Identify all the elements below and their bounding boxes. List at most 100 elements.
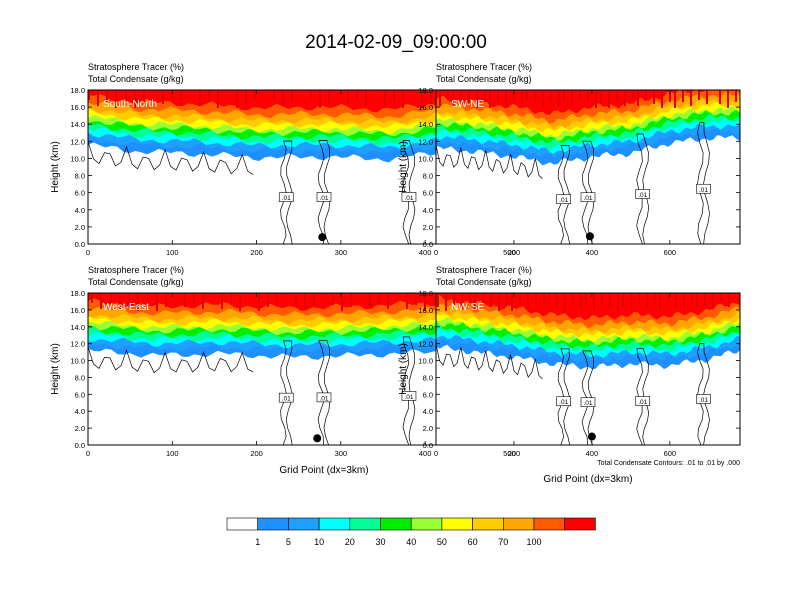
y-tick-label: 6.0 [423, 189, 433, 198]
figure-title: 2014-02-09_09:00:00 [305, 32, 487, 53]
colorbar-label: 100 [526, 537, 541, 547]
condensate-tower [317, 140, 331, 244]
panel-sw-ne: Stratosphere Tracer (%) Total Condensate … [398, 62, 741, 257]
y-tick-label: 4.0 [75, 206, 85, 215]
x-tick-label: 600 [664, 248, 677, 257]
condensate-contour [436, 144, 543, 180]
y-tick-label: 18.0 [70, 86, 85, 95]
tracer-streak [490, 293, 492, 307]
y-tick-label: 8.0 [75, 373, 85, 382]
tracer-streak [453, 293, 455, 305]
tracer-streak [461, 293, 463, 309]
panel-subtitle-condensate: Total Condensate (g/kg) [436, 74, 532, 84]
y-tick-label: 6.0 [423, 390, 433, 399]
tracer-streak [476, 90, 478, 108]
x-tick-label: 400 [419, 449, 432, 458]
tracer-streak [184, 293, 186, 307]
contour-label: .01 [319, 195, 328, 202]
tracer-streak [543, 293, 545, 307]
tracer-streak [402, 90, 404, 108]
location-marker [587, 432, 596, 441]
tracer-streak [437, 293, 439, 307]
contour-label: .01 [319, 395, 328, 402]
x-tick-label: 0 [86, 248, 90, 257]
contour-label-box [401, 391, 417, 401]
tracer-streak [497, 90, 499, 102]
contour-label: .01 [699, 397, 708, 404]
y-axis-label: Height (km) [50, 141, 61, 193]
y-tick-label: 0.0 [75, 240, 85, 249]
x-tick-label: 0 [434, 449, 438, 458]
tracer-streak [556, 293, 558, 307]
condensate-contour [436, 343, 543, 380]
tracer-streak [165, 293, 167, 307]
tracer-streak [550, 90, 552, 102]
tracer-streak [712, 293, 714, 309]
tracer-streak [690, 90, 692, 106]
y-tick-label: 16.0 [418, 306, 433, 315]
tracer-streak [100, 293, 102, 309]
condensate-tower [317, 339, 331, 445]
x-tick-label: 0 [434, 248, 438, 257]
condensate-tower [636, 133, 650, 244]
tracer-streak [720, 293, 722, 303]
colorbar-swatch [318, 517, 351, 531]
y-tick-label: 12.0 [70, 137, 85, 146]
x-tick-label: 600 [664, 449, 677, 458]
tracer-streak [110, 293, 112, 303]
condensate-contour [88, 346, 254, 374]
tracer-streak [601, 293, 603, 303]
tracer-streak [119, 293, 121, 309]
tracer-streak [505, 90, 507, 106]
panel-nw-se: Stratosphere Tracer (%) Total Condensate … [398, 265, 741, 485]
condensate-tower [697, 122, 710, 244]
tracer-streak [106, 90, 108, 102]
plot-frame [435, 89, 741, 245]
tracer-streak [128, 293, 130, 305]
tracer-streak [369, 293, 371, 307]
colorbar-swatch [533, 517, 566, 531]
tracer-streak [254, 90, 256, 100]
contour-label-box [635, 189, 651, 199]
tracer-streak [519, 293, 521, 305]
tracer-streak [548, 293, 550, 303]
panel-label: NW-SE [451, 302, 484, 313]
contour-label: .01 [638, 399, 647, 406]
contour-label: .01 [282, 195, 291, 202]
tracer-streak [506, 293, 508, 305]
tracer-streak [424, 293, 426, 311]
tracer-streak [134, 90, 136, 108]
tracer-streak [347, 90, 349, 104]
tracer-streak [535, 293, 537, 303]
condensate-tower [636, 348, 650, 445]
colorbar: 1 5 10 20 30 40 50 60 70 100 [226, 517, 596, 547]
tracer-streak [630, 293, 632, 311]
contour-label: .01 [559, 399, 568, 406]
y-tick-label: 2.0 [423, 424, 433, 433]
tracer-streak [267, 293, 269, 307]
colorbar-swatch [441, 517, 473, 531]
y-tick-label: 10.0 [70, 357, 85, 366]
tracer-streak [661, 90, 663, 108]
tracer-streak [356, 90, 358, 100]
colorbar-label: 1 [255, 537, 260, 547]
colorbar-swatch [226, 517, 259, 531]
panel-subtitle-tracer: Stratosphere Tracer (%) [436, 265, 532, 275]
y-tick-label: 2.0 [75, 223, 85, 232]
colorbar-swatch [564, 517, 596, 531]
contour-label-box [316, 392, 332, 403]
panel-subtitle-condensate: Total Condensate (g/kg) [88, 74, 184, 84]
tracer-streak [415, 293, 417, 305]
colorbar-swatch [472, 517, 504, 531]
tracer-streak [310, 90, 312, 102]
condensate-tower [697, 343, 710, 445]
x-axis-label: Grid Point (dx=3km) [543, 474, 632, 485]
tracer-streak [291, 90, 293, 102]
y-tick-label: 14.0 [70, 120, 85, 129]
colorbar-swatch [257, 517, 289, 531]
y-tick-label: 18.0 [418, 86, 433, 95]
tracer-streak [484, 90, 486, 102]
tracer-streak [616, 90, 618, 102]
x-tick-label: 400 [586, 449, 599, 458]
y-axis-label: Height (km) [50, 343, 61, 395]
